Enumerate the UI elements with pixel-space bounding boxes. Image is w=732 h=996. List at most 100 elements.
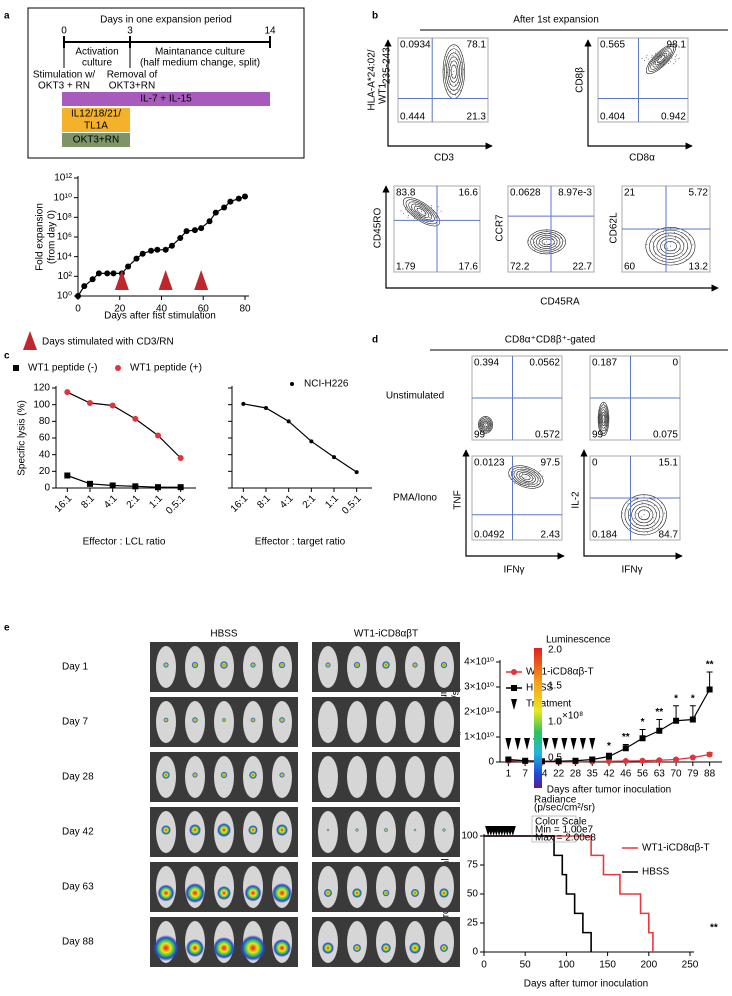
event-dot — [644, 59, 646, 61]
quadrant-value: 0.075 — [653, 430, 678, 441]
row-label: Unstimulated — [386, 391, 444, 402]
event-dot — [404, 209, 406, 211]
contour — [599, 406, 608, 432]
x-tick-label: 150 — [599, 960, 616, 971]
y-axis-label: Specific lysis (%) — [17, 400, 28, 476]
event-dot — [669, 61, 671, 63]
event-dot — [534, 249, 536, 251]
point — [235, 195, 242, 202]
x-tick-label: 79 — [687, 769, 699, 780]
luminescence — [192, 717, 198, 723]
event-label: OKT3+RN — [109, 81, 155, 92]
timeline-tick-label: 14 — [264, 26, 276, 37]
quadrant-value: 0.0934 — [400, 40, 431, 51]
event-dot — [640, 516, 642, 518]
series-line — [67, 391, 182, 459]
event-dot — [645, 56, 647, 58]
x-tick-label: 0.5:1 — [340, 493, 364, 517]
event-label: OKT3 + RN — [38, 81, 90, 92]
quadrant-value: 15.1 — [659, 458, 679, 469]
axis-label: CD62L — [609, 212, 620, 244]
event-dot — [677, 242, 679, 244]
event-dot — [421, 211, 423, 213]
point — [264, 406, 268, 410]
event-dot — [537, 243, 539, 245]
event-dot — [546, 241, 548, 243]
luminescence — [323, 888, 333, 898]
luminescence — [191, 661, 199, 669]
point — [606, 753, 612, 760]
point — [227, 198, 234, 205]
legend-treatment — [511, 699, 517, 710]
contour — [598, 404, 609, 434]
event-dot — [408, 214, 410, 216]
x-tick-label: 0.5:1 — [164, 493, 188, 517]
event-dot — [678, 57, 680, 59]
point — [290, 382, 294, 386]
event-dot — [647, 499, 649, 501]
legend-label: WT1 peptide (+) — [130, 363, 202, 374]
mouse — [434, 921, 454, 963]
quadrant-value: 0.0123 — [474, 458, 505, 469]
x-tick-label: 63 — [654, 769, 666, 780]
luminescence — [250, 717, 256, 723]
axis-label: HLA-A*24:02/ — [367, 49, 378, 110]
mouse — [318, 866, 338, 908]
mouse — [434, 756, 454, 798]
x-tick-label: 1:1 — [147, 493, 165, 511]
event-dot — [660, 58, 662, 60]
mouse — [434, 811, 454, 853]
point — [505, 756, 512, 763]
y-tick-label: 3×10¹⁰ — [464, 682, 494, 693]
luminescence — [153, 935, 179, 961]
point — [286, 419, 291, 424]
x-tick-label: 42 — [603, 769, 615, 780]
event-dot — [679, 258, 681, 260]
point — [589, 756, 596, 763]
event-dot — [621, 512, 623, 514]
y-tick-label: 40 — [39, 449, 51, 460]
event-dot — [651, 56, 653, 58]
x-tick-label: 14 — [536, 769, 548, 780]
phase-label: culture — [82, 58, 112, 69]
colorbar — [534, 648, 542, 788]
event-dot — [641, 57, 643, 59]
event-dot — [403, 213, 405, 215]
event-dot — [659, 249, 661, 251]
phase-label: Activation — [75, 47, 118, 58]
quadrant-value: 84.7 — [659, 530, 679, 541]
point — [555, 758, 562, 765]
event-dot — [544, 234, 546, 236]
event-dot — [400, 210, 402, 212]
axis-label: CD45RO — [373, 208, 384, 249]
colorbar-title: Luminescence — [546, 635, 611, 646]
culture-bar — [62, 92, 270, 106]
event-dot — [626, 509, 628, 511]
x-axis-label: Effector : target ratio — [255, 537, 346, 548]
event-dot — [537, 483, 539, 485]
point — [354, 470, 359, 475]
point — [87, 480, 93, 487]
event-dot — [667, 234, 669, 236]
point — [673, 717, 680, 724]
stimulation-marker — [114, 270, 129, 290]
event-dot — [559, 237, 561, 239]
treatment-mark — [570, 738, 577, 750]
luminescence — [272, 938, 292, 958]
axis-label: CD8α — [629, 153, 655, 164]
point — [183, 228, 190, 235]
point — [639, 735, 646, 742]
luminescence — [276, 824, 288, 836]
luminescence — [279, 772, 285, 778]
luminescence — [221, 717, 227, 723]
point — [606, 758, 612, 765]
timeline-tick-label: 0 — [61, 26, 67, 37]
luminescence — [382, 661, 390, 669]
luminescence — [355, 828, 359, 832]
panel-label: e — [4, 623, 10, 634]
timeline-box — [27, 7, 305, 159]
event-dot — [643, 495, 645, 497]
panel-title: After 1st expansion — [513, 15, 599, 26]
event-dot — [652, 235, 654, 237]
event-dot — [455, 51, 457, 53]
